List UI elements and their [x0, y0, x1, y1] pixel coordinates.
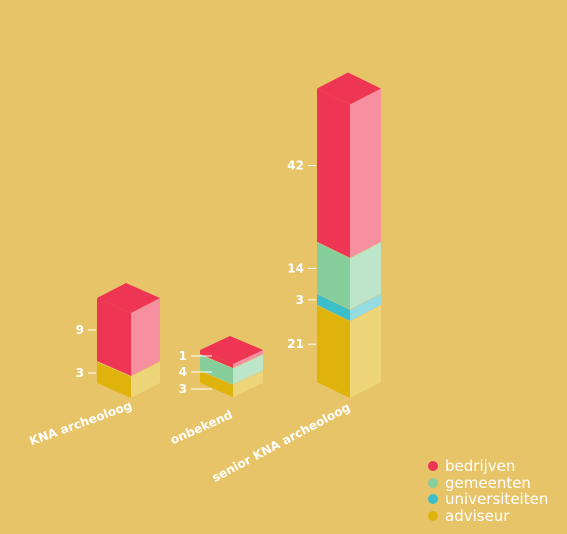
- value-label: 4: [179, 365, 187, 379]
- legend-dot: [428, 510, 438, 521]
- bar-segment-bedrijven-side: [350, 88, 381, 258]
- bar-top-cap: [317, 72, 381, 105]
- bar-segment-universiteiten-front: [317, 293, 350, 321]
- bar-segment-bedrijven-front: [200, 350, 233, 368]
- bar-0: 39: [76, 283, 160, 398]
- value-label: 14: [287, 261, 304, 275]
- legend-item-bedrijven: bedrijven: [428, 458, 548, 475]
- legend-dot: [428, 494, 438, 505]
- legend-label: gemeenten: [445, 473, 531, 492]
- bar-segment-adviseur-side: [131, 362, 160, 398]
- value-label: 42: [287, 159, 304, 173]
- bar-segment-gemeenten-front: [317, 242, 350, 310]
- bar-segment-universiteiten-side: [350, 293, 381, 321]
- bar-segment-adviseur-front: [200, 371, 233, 397]
- legend: bedrijven gemeenten universiteiten adviseur: [428, 458, 548, 524]
- bar-segment-gemeenten-side: [233, 354, 263, 385]
- bar-segment-adviseur-front: [317, 305, 350, 398]
- legend-dot: [428, 477, 438, 488]
- value-label: 21: [287, 337, 304, 351]
- bar-segment-adviseur-front: [97, 362, 131, 398]
- legend-item-adviseur: adviseur: [428, 508, 548, 525]
- legend-item-universiteiten: universiteiten: [428, 491, 548, 508]
- bar-segment-adviseur-side: [233, 371, 263, 397]
- bar-1: 3 4 1: [179, 336, 263, 397]
- legend-label: universiteiten: [445, 490, 549, 509]
- legend-label: bedrijven: [445, 457, 516, 476]
- category-label: onbekend: [168, 407, 234, 447]
- value-label: 3: [296, 293, 304, 307]
- bar-2: 21 3 14 42: [287, 72, 381, 398]
- bar-segment-adviseur-side: [350, 305, 381, 398]
- bar-segment-gemeenten-front: [200, 354, 233, 385]
- category-label: KNA archeoloog: [27, 398, 133, 448]
- value-label: 1: [179, 349, 187, 363]
- value-label: 3: [179, 382, 187, 396]
- bar-top-cap: [200, 336, 263, 364]
- bar-top-cap: [97, 283, 160, 313]
- bar-segment-bedrijven-front: [97, 298, 131, 376]
- value-label: 3: [76, 366, 84, 380]
- legend-dot: [428, 461, 438, 472]
- legend-label: adviseur: [445, 506, 510, 525]
- bar-segment-gemeenten-side: [350, 242, 381, 310]
- bar-segment-bedrijven-side: [233, 350, 263, 368]
- bar-segment-bedrijven-front: [317, 88, 350, 258]
- legend-item-gemeenten: gemeenten: [428, 475, 548, 492]
- value-label: 9: [76, 323, 84, 337]
- bar-segment-bedrijven-side: [131, 298, 160, 376]
